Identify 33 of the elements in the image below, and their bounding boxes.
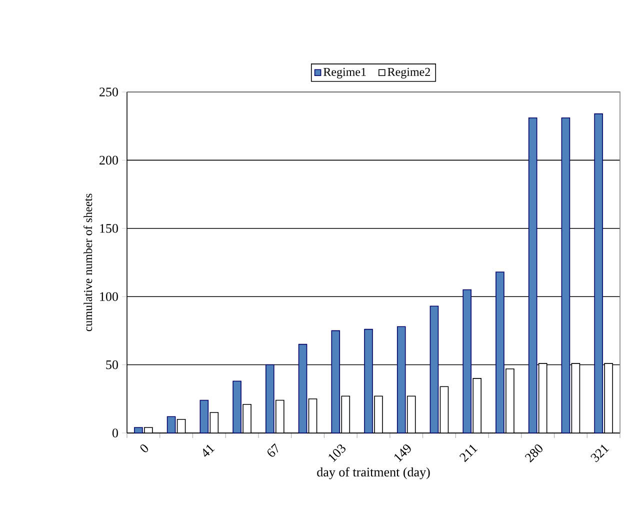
x-tick-label: 280 [524,444,542,462]
x-tick-label: 321 [590,444,610,462]
bar [134,427,143,434]
y-tick-label: 250 [100,88,118,96]
bar [266,364,274,434]
bar [462,289,472,434]
bar [200,400,209,434]
x-tick-label: 0 [140,444,148,452]
x-tick-label: 149 [394,444,411,462]
x-axis-title: day of traitment (day) [317,467,430,480]
x-tick-label: 67 [268,443,278,457]
x-tick-label: 211 [459,444,478,462]
bar [528,118,538,434]
bar [166,416,176,434]
x-tick-label: 41 [203,444,215,457]
bar [561,118,570,434]
y-tick-label: 100 [100,292,118,301]
y-axis-title: cumulative number of sheets [84,194,92,332]
bar [496,272,504,434]
x-tick-label: 103 [328,444,346,462]
legend-label: Regime1 [324,68,366,78]
y-tick-label: 150 [100,224,118,233]
bar [298,344,308,434]
legend-label: Regime2 [388,68,430,78]
bar [594,113,603,434]
bar [396,326,406,434]
y-tick-label: 50 [106,360,118,370]
bar [430,306,439,434]
bar [232,380,242,434]
bar [331,330,340,434]
y-tick-label: 0 [112,428,118,438]
y-tick-label: 200 [100,156,118,165]
bar [364,328,373,434]
